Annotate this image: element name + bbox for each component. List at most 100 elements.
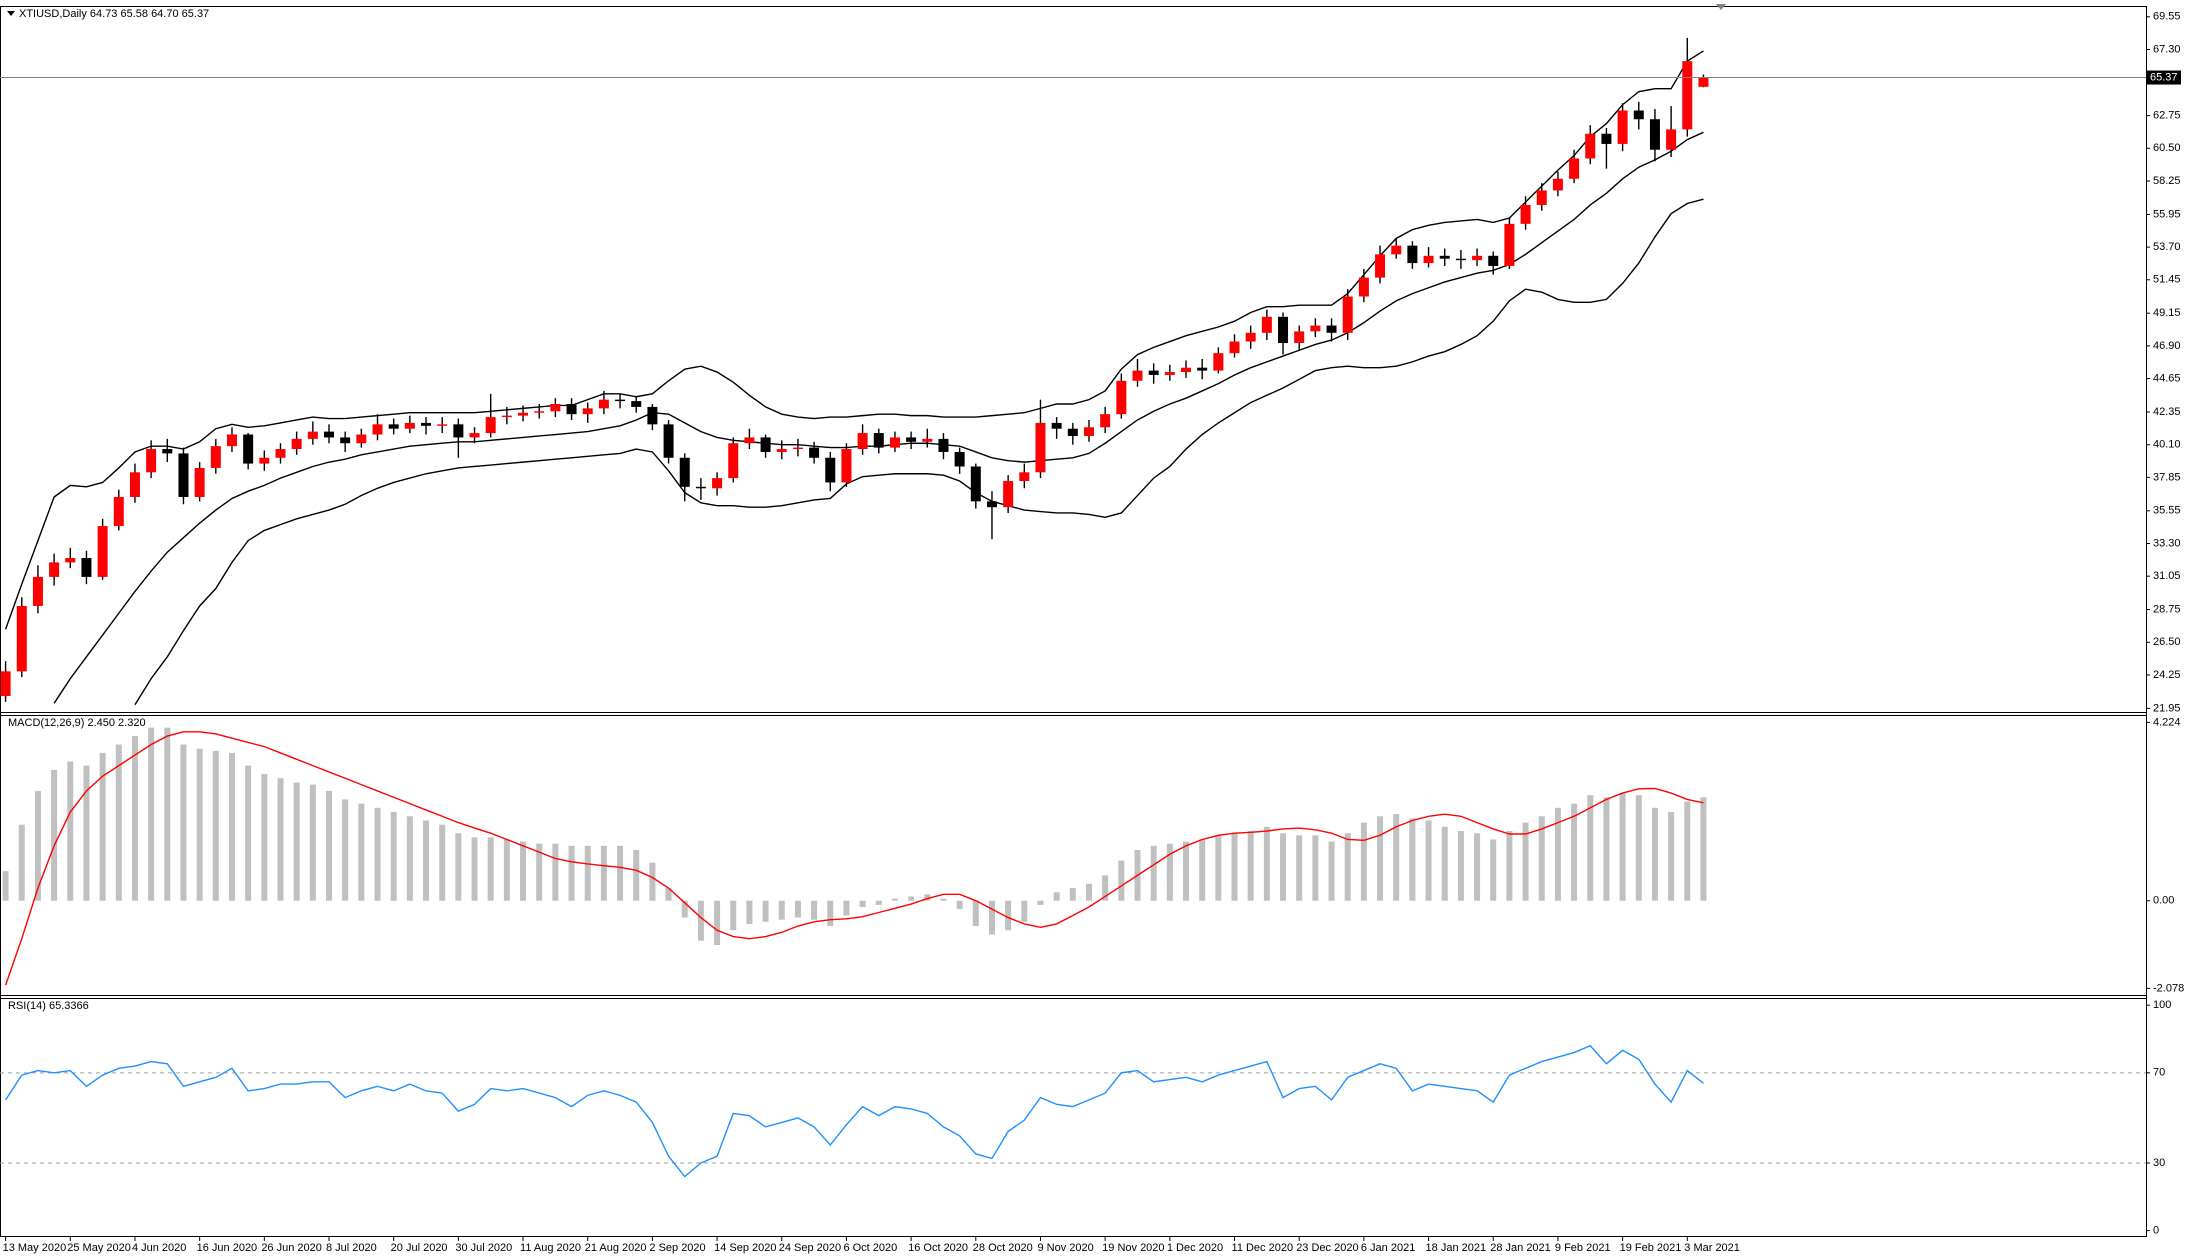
histogram-bar: [1441, 826, 1448, 901]
y-tick-label: 100: [2153, 999, 2171, 1011]
histogram-bar: [1053, 892, 1060, 901]
candle-body: [1407, 245, 1418, 264]
candle-body: [986, 501, 997, 508]
x-tick-label: 25 May 2020: [67, 1242, 131, 1254]
candle-body: [1294, 331, 1305, 343]
candle-body: [1455, 258, 1466, 261]
candle-body: [1003, 481, 1014, 508]
candle-body: [1472, 255, 1483, 261]
candle-body: [194, 467, 205, 497]
candle-body: [615, 399, 626, 402]
x-tick-label: 14 Sep 2020: [714, 1242, 776, 1254]
candle-body: [324, 431, 334, 438]
histogram-bar: [342, 799, 349, 901]
histogram-bar: [520, 841, 527, 901]
histogram-bar: [811, 900, 818, 920]
histogram-bar: [1554, 807, 1561, 901]
y-tick-label: 28.75: [2153, 604, 2181, 616]
histogram-bar: [1668, 812, 1675, 901]
candle-body: [792, 447, 803, 450]
histogram-bar: [714, 900, 721, 946]
histogram-bar: [649, 862, 656, 901]
candle-body: [679, 457, 690, 487]
histogram-bar: [261, 774, 268, 901]
histogram-bar: [423, 820, 430, 901]
candle-body: [1132, 370, 1143, 381]
histogram-bar: [908, 896, 915, 901]
candle-body: [776, 449, 787, 452]
histogram-bar: [1296, 835, 1303, 901]
candle-body: [1488, 255, 1499, 266]
candle-body: [566, 404, 577, 415]
candle-body: [307, 431, 318, 439]
histogram-bar: [1215, 835, 1222, 901]
candle-body: [1261, 316, 1272, 333]
candle-body: [1100, 414, 1111, 428]
histogram-bar: [617, 845, 624, 901]
y-tick-label: 70: [2153, 1067, 2165, 1079]
histogram-bar: [83, 765, 90, 901]
y-tick-label: 21.95: [2153, 702, 2181, 714]
candle-body: [954, 451, 965, 467]
macd-title: MACD(12,26,9) 2.450 2.320: [8, 717, 146, 729]
histogram-bar: [600, 845, 607, 901]
candle-body: [744, 437, 755, 444]
histogram-bar: [536, 843, 543, 901]
x-tick-label: 28 Oct 2020: [973, 1242, 1033, 1254]
candle-body: [1682, 61, 1693, 130]
candle-body: [1019, 472, 1030, 482]
candle-body: [1439, 255, 1450, 259]
histogram-bar: [988, 900, 995, 935]
candle-body: [1342, 296, 1353, 333]
histogram-bar: [51, 769, 58, 901]
candle-body: [81, 558, 92, 577]
histogram-bar: [471, 837, 478, 901]
histogram-bar: [746, 900, 753, 924]
histogram-bar: [1199, 839, 1206, 901]
x-tick-label: 3 Mar 2021: [1684, 1242, 1740, 1254]
histogram-bar: [1619, 793, 1626, 901]
histogram-bar: [1069, 888, 1076, 901]
candle-body: [453, 424, 464, 438]
histogram-bar: [1393, 814, 1400, 901]
candle-body: [598, 399, 609, 409]
candle-body: [1649, 119, 1660, 150]
candle-body: [760, 437, 771, 452]
histogram-bar: [99, 752, 106, 901]
y-tick-label: 55.95: [2153, 208, 2181, 220]
y-tick-label: 31.05: [2153, 570, 2181, 582]
histogram-bar: [1231, 833, 1238, 901]
candle-body: [534, 411, 545, 413]
histogram-bar: [584, 845, 591, 901]
y-tick-label: 0: [2153, 1225, 2159, 1237]
candle-body: [437, 424, 448, 426]
title-arrow: [7, 11, 15, 16]
histogram-bar: [1522, 822, 1529, 901]
histogram-bar: [924, 894, 931, 901]
histogram-bar: [762, 900, 769, 922]
histogram-bar: [115, 744, 122, 901]
histogram-bar: [972, 900, 979, 927]
x-tick-label: 23 Dec 2020: [1296, 1242, 1358, 1254]
candle-body: [291, 438, 302, 450]
x-tick-label: 16 Jun 2020: [197, 1242, 258, 1254]
x-tick-label: 1 Dec 2020: [1167, 1242, 1223, 1254]
shift-marker: [1716, 4, 1726, 10]
candle-body: [485, 417, 496, 434]
candle-body: [970, 466, 981, 502]
histogram-bar: [875, 900, 882, 905]
price-label: 65.37: [2150, 71, 2178, 83]
candle-body: [162, 449, 173, 454]
candle-body: [518, 412, 529, 416]
candle-body: [356, 434, 367, 444]
y-tick-label: 40.10: [2153, 439, 2181, 451]
x-tick-label: 9 Nov 2020: [1037, 1242, 1093, 1254]
x-tick-label: 18 Jan 2021: [1426, 1242, 1487, 1254]
x-tick-label: 11 Dec 2020: [1232, 1242, 1294, 1254]
candle-body: [1569, 158, 1580, 179]
y-tick-label: 58.25: [2153, 175, 2181, 187]
panel-plot: [0, 37, 1709, 706]
histogram-bar: [1587, 795, 1594, 901]
histogram-bar: [681, 900, 688, 918]
